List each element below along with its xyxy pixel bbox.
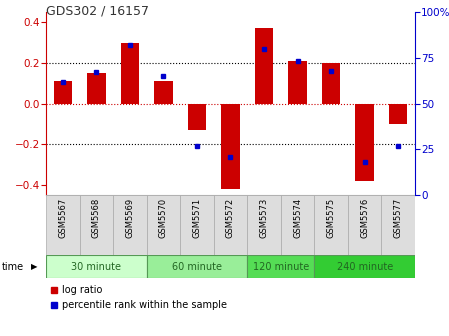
Bar	[314, 255, 415, 278]
Text: GSM5572: GSM5572	[226, 198, 235, 238]
Bar	[214, 195, 247, 255]
Bar	[51, 287, 57, 293]
Bar	[46, 255, 147, 278]
Text: GSM5577: GSM5577	[394, 198, 403, 238]
Bar	[322, 63, 340, 103]
Bar	[255, 28, 273, 103]
Bar	[281, 195, 314, 255]
Text: 30 minute: 30 minute	[71, 261, 121, 271]
Text: GSM5569: GSM5569	[125, 198, 134, 238]
Bar	[314, 195, 348, 255]
Text: 120 minute: 120 minute	[253, 261, 309, 271]
Text: GSM5571: GSM5571	[193, 198, 202, 238]
Text: GSM5573: GSM5573	[260, 198, 269, 238]
Bar	[247, 255, 314, 278]
Bar	[147, 195, 180, 255]
Text: GSM5574: GSM5574	[293, 198, 302, 238]
Bar	[147, 255, 247, 278]
Bar	[79, 195, 113, 255]
Bar	[288, 61, 307, 103]
Bar	[180, 195, 214, 255]
Bar	[382, 195, 415, 255]
Bar	[87, 73, 106, 103]
Bar	[348, 195, 382, 255]
Bar	[121, 42, 139, 103]
Bar	[113, 195, 147, 255]
Bar	[154, 81, 172, 103]
Text: GSM5568: GSM5568	[92, 198, 101, 238]
Bar	[356, 103, 374, 181]
Text: time: time	[2, 261, 24, 271]
Text: 60 minute: 60 minute	[172, 261, 222, 271]
Bar	[46, 195, 79, 255]
Text: GSM5576: GSM5576	[360, 198, 369, 238]
Text: GDS302 / 16157: GDS302 / 16157	[46, 5, 149, 18]
Bar	[188, 103, 206, 130]
Text: percentile rank within the sample: percentile rank within the sample	[62, 300, 227, 310]
Bar	[51, 302, 57, 308]
Bar	[53, 81, 72, 103]
Text: GSM5567: GSM5567	[58, 198, 67, 238]
Text: 240 minute: 240 minute	[337, 261, 393, 271]
Bar	[221, 103, 240, 189]
Bar	[389, 103, 407, 124]
Text: GSM5570: GSM5570	[159, 198, 168, 238]
Text: log ratio: log ratio	[62, 285, 102, 295]
Text: ▶: ▶	[31, 262, 38, 271]
Text: GSM5575: GSM5575	[326, 198, 336, 238]
Bar	[247, 195, 281, 255]
